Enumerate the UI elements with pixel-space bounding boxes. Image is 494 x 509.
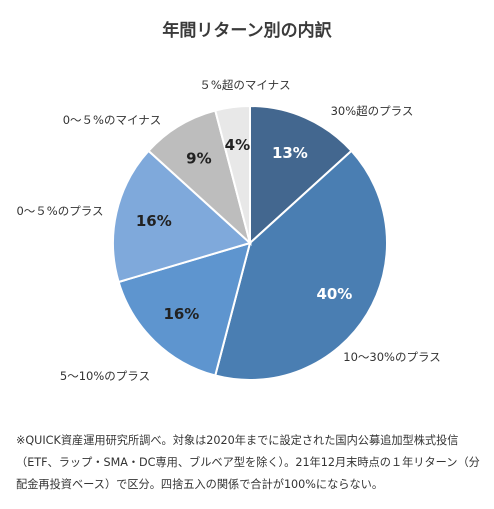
category-label-4: 0～５%のプラス: [16, 204, 103, 218]
pie-slice-1: [249, 104, 353, 246]
pie-slice-2: [214, 149, 388, 381]
data-label-3: 16%: [163, 305, 199, 323]
category-label-5: 0～５%のマイナス: [63, 113, 162, 127]
pie-slice-3: [117, 241, 252, 377]
category-label-3: 5～10%のプラス: [60, 369, 150, 383]
category-label-1: 30%超のプラス: [331, 104, 414, 118]
pie-slice-4: [112, 149, 252, 284]
pie-slices: [112, 104, 388, 381]
data-label-5: 9%: [186, 150, 211, 168]
data-label-2: 40%: [316, 285, 352, 303]
pie-slice-6: [214, 104, 251, 244]
footnote: ※QUICK資産運用研究所調べ。対象は2020年までに設定された国内公募追加型株…: [16, 434, 480, 491]
category-label-2: 10～30%のプラス: [343, 350, 440, 364]
data-label-1: 13%: [272, 144, 308, 162]
data-label-6: 4%: [225, 136, 250, 154]
chart-title: 年間リターン別の内訳: [162, 21, 332, 41]
pie-category-labels: 30%超のプラス 10～30%のプラス 5～10%のプラス 0～５%のプラス 0～５%の…: [16, 78, 440, 383]
pie-data-labels: 13% 40% 16% 16% 9% 4%: [136, 136, 353, 323]
pie-chart: 13% 40% 16% 16% 9% 4% 30%超のプラス 10～30%のプラス 5～10%…: [16, 78, 440, 383]
data-label-4: 16%: [136, 212, 172, 230]
category-label-6: ５%超のマイナス: [199, 78, 290, 92]
pie-slice-5: [147, 109, 252, 247]
